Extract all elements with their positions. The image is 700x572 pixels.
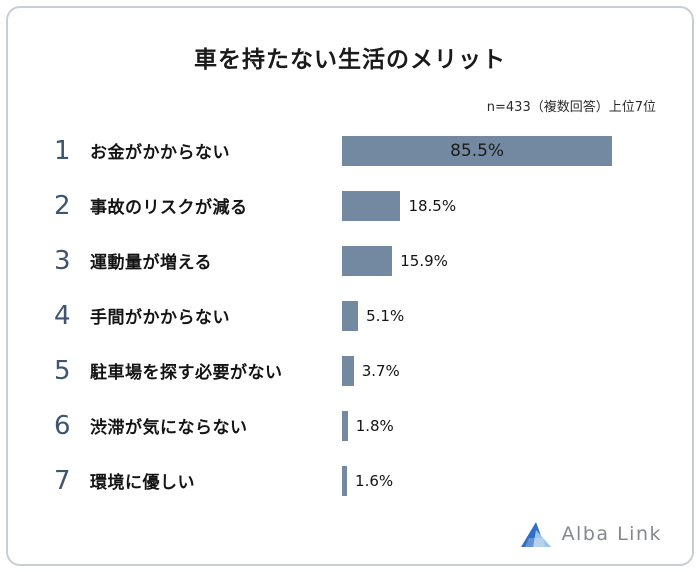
chart-row: 7 環境に優しい 1.6% <box>8 453 692 508</box>
chart-row: 1 お金がかからない 85.5% <box>8 123 692 178</box>
bar <box>342 300 359 331</box>
chart-title: 車を持たない生活のメリット <box>194 47 506 73</box>
category-label: 事故のリスクが減る <box>90 198 248 218</box>
category-label: 運動量が増える <box>90 253 212 273</box>
rank-number: 3 <box>54 245 71 276</box>
bar-track: 1.8% <box>342 410 658 441</box>
bar-track: 5.1% <box>342 300 658 331</box>
category-label: 手間がかからない <box>90 308 230 328</box>
category-label: お金がかからない <box>90 143 230 163</box>
chart-rows: 1 お金がかからない 85.5% 2 事故のリスクが減る 18.5% 3 運動量… <box>8 123 692 508</box>
rank-number: 5 <box>54 355 71 386</box>
chart-row: 5 駐車場を探す必要がない 3.7% <box>8 343 692 398</box>
value-label: 85.5% <box>450 140 505 161</box>
category-label: 駐車場を探す必要がない <box>90 363 283 383</box>
bar-track: 18.5% <box>342 190 658 221</box>
bar-track: 15.9% <box>342 245 658 276</box>
category-label: 渋滞が気にならない <box>90 418 248 438</box>
bar-track: 3.7% <box>342 355 658 386</box>
alba-link-logo-text: Alba Link <box>561 523 662 545</box>
rank-number: 6 <box>54 410 71 441</box>
rank-number: 2 <box>54 190 71 221</box>
bar-track: 1.6% <box>342 465 658 496</box>
rank-number: 7 <box>54 465 71 496</box>
value-label: 18.5% <box>408 196 457 215</box>
chart-row: 2 事故のリスクが減る 18.5% <box>8 178 692 233</box>
chart-row: 6 渋滞が気にならない 1.8% <box>8 398 692 453</box>
chart-row: 3 運動量が増える 15.9% <box>8 233 692 288</box>
value-label: 1.8% <box>355 416 394 435</box>
rank-number: 1 <box>54 135 71 166</box>
bar <box>342 465 348 496</box>
rank-number: 4 <box>54 300 71 331</box>
bar-track: 85.5% <box>342 135 658 166</box>
value-label: 3.7% <box>361 361 400 380</box>
bar <box>342 245 393 276</box>
chart-row: 4 手間がかからない 5.1% <box>8 288 692 343</box>
alba-link-logo: Alba Link <box>519 520 662 548</box>
category-label: 環境に優しい <box>90 473 195 493</box>
alba-link-logo-icon <box>519 520 553 548</box>
value-label: 5.1% <box>366 306 405 325</box>
bar <box>342 135 613 166</box>
sample-size-note: n=433（複数回答）上位7位 <box>486 100 656 115</box>
chart-card: 車を持たない生活のメリット n=433（複数回答）上位7位 1 お金がかからない… <box>6 6 694 566</box>
bar <box>342 410 348 441</box>
value-label: 15.9% <box>400 251 448 270</box>
value-label: 1.6% <box>355 471 394 490</box>
bar <box>342 190 401 221</box>
bar <box>342 355 354 386</box>
